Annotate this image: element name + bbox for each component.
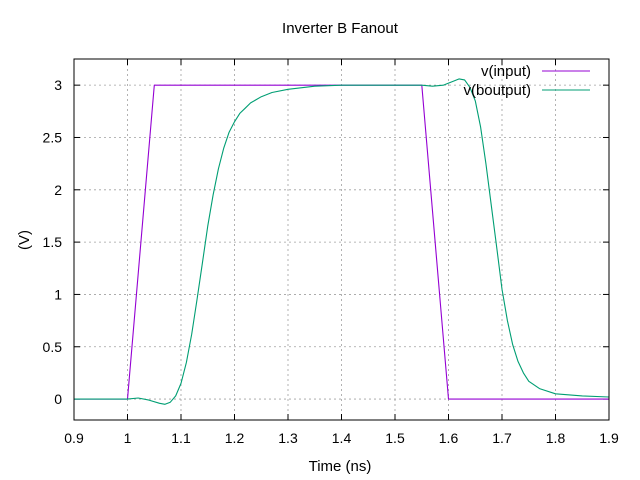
x-tick-label: 1.6 (439, 430, 459, 446)
x-tick-label: 1 (124, 430, 132, 446)
x-tick-labels: 0.9 1 1.1 1.2 1.3 1.4 1.5 1.6 1.7 1.8 1.9 (64, 430, 619, 446)
gridlines (74, 59, 609, 420)
series-line-boutput (74, 78, 610, 405)
legend-label-boutput: v(boutput) (463, 82, 531, 99)
x-tick-label: 0.9 (64, 430, 84, 446)
y-tick-label: 2.5 (43, 129, 63, 145)
x-tick-label: 1.2 (225, 430, 245, 446)
legend: v(input) v(boutput) (463, 63, 590, 99)
y-tick-labels: 0 0.5 1 1.5 2 2.5 3 (43, 77, 63, 407)
x-tick-label: 1.3 (278, 430, 298, 446)
y-axis-label: (V) (16, 230, 33, 250)
x-tick-label: 1.5 (385, 430, 405, 446)
y-tick-label: 2 (54, 182, 62, 198)
series-lines (74, 78, 610, 405)
y-tick-label: 0 (54, 391, 62, 407)
y-tick-label: 3 (54, 77, 62, 93)
x-tick-label: 1.7 (492, 430, 512, 446)
plot-area-border (73, 58, 610, 421)
x-tick-label: 1.8 (546, 430, 566, 446)
chart-title: Inverter B Fanout (282, 20, 399, 37)
legend-label-input: v(input) (481, 63, 531, 80)
x-axis-label: Time (ns) (309, 458, 372, 475)
x-tick-label: 1.4 (332, 430, 352, 446)
x-tick-label: 1.9 (599, 430, 619, 446)
x-tick-label: 1.1 (171, 430, 191, 446)
y-tick-label: 0.5 (43, 339, 63, 355)
y-tick-label: 1 (54, 286, 62, 302)
y-tick-label: 1.5 (43, 234, 63, 250)
